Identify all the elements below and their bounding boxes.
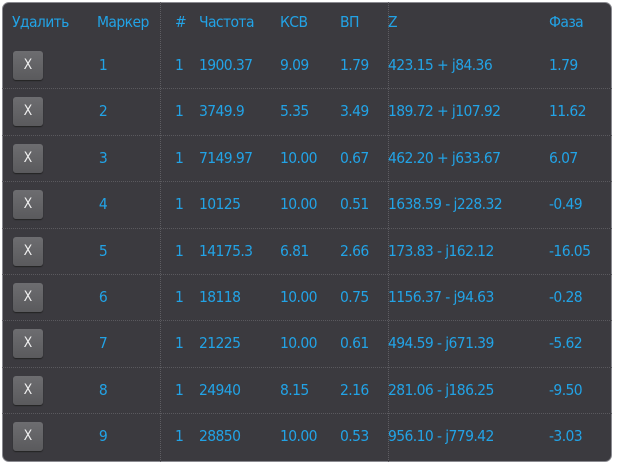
trace-number: 1: [175, 241, 184, 260]
impedance-value: 173.83 - j162.12: [388, 241, 494, 260]
swr-value: 10.00: [280, 288, 318, 306]
delete-marker-button[interactable]: X: [13, 143, 43, 173]
impedance-value: 189.72 + j107.92: [388, 102, 501, 121]
trace-number: 1: [175, 56, 184, 74]
marker-number: 7: [98, 334, 108, 353]
marker-table-panel: [2, 2, 612, 462]
header-return-loss: ВП: [340, 13, 359, 31]
impedance-value: 494.59 - j671.39: [388, 334, 494, 353]
row-divider: [2, 366, 612, 368]
header-swr: КСВ: [280, 13, 308, 31]
header-num: #: [175, 13, 187, 31]
phase-value: -5.62: [549, 334, 583, 353]
frequency: 14175.3: [199, 241, 253, 260]
swr-value: 8.15: [280, 380, 309, 399]
phase-value: -16.05: [549, 241, 591, 260]
swr-value: 6.81: [280, 241, 309, 260]
phase-value: -0.28: [549, 288, 583, 306]
return-loss-value: 0.75: [340, 288, 369, 306]
frequency: 24940: [199, 380, 241, 399]
return-loss-value: 2.66: [340, 241, 369, 260]
swr-value: 10.00: [280, 334, 318, 353]
header-delete: Удалить: [12, 13, 69, 31]
marker-number: 3: [98, 148, 108, 167]
delete-marker-button[interactable]: X: [13, 422, 43, 452]
swr-value: 10.00: [280, 427, 318, 446]
row-divider: [2, 320, 612, 322]
column-divider: [160, 2, 161, 462]
delete-marker-button[interactable]: X: [13, 375, 43, 405]
row-divider: [2, 227, 612, 229]
trace-number: 1: [175, 334, 184, 353]
phase-value: 6.07: [549, 148, 578, 167]
marker-number: 9: [98, 427, 108, 446]
return-loss-value: 0.67: [340, 148, 369, 167]
delete-marker-button[interactable]: X: [13, 329, 43, 359]
trace-number: 1: [175, 102, 184, 121]
trace-number: 1: [175, 288, 184, 306]
swr-value: 9.09: [280, 56, 309, 74]
frequency: 7149.97: [199, 148, 253, 167]
frequency: 1900.37: [199, 56, 253, 74]
trace-number: 1: [175, 148, 184, 167]
delete-marker-button[interactable]: X: [13, 97, 43, 127]
row-divider: [2, 181, 612, 183]
marker-number: 4: [98, 195, 108, 214]
swr-value: 5.35: [280, 102, 309, 121]
return-loss-value: 0.61: [340, 334, 369, 353]
return-loss-value: 3.49: [340, 102, 369, 121]
frequency: 28850: [199, 427, 241, 446]
delete-marker-button[interactable]: X: [13, 283, 43, 312]
return-loss-value: 0.53: [340, 427, 369, 446]
phase-value: -0.49: [549, 195, 583, 214]
row-divider: [2, 88, 612, 90]
marker-number: 2: [98, 102, 108, 121]
header-phase: Фаза: [549, 13, 584, 31]
impedance-value: 956.10 - j779.42: [388, 427, 494, 446]
marker-number: 6: [98, 288, 108, 306]
trace-number: 1: [175, 380, 184, 399]
frequency: 21225: [199, 334, 241, 353]
row-divider: [2, 413, 612, 415]
frequency: 18118: [199, 288, 241, 306]
delete-marker-button[interactable]: X: [13, 190, 43, 220]
swr-value: 10.00: [280, 195, 318, 214]
header-impedance: Z: [388, 13, 398, 31]
marker-number: 8: [98, 380, 108, 399]
row-divider: [2, 274, 612, 275]
phase-value: 11.62: [549, 102, 587, 121]
impedance-value: 423.15 + j84.36: [388, 56, 493, 74]
impedance-value: 281.06 - j186.25: [388, 380, 494, 399]
phase-value: 1.79: [549, 56, 578, 74]
marker-number: 1: [98, 56, 108, 74]
row-divider: [2, 134, 612, 136]
marker-number: 5: [98, 241, 108, 260]
return-loss-value: 2.16: [340, 380, 369, 399]
delete-marker-button[interactable]: X: [13, 236, 43, 266]
header-frequency: Частота: [199, 13, 254, 31]
swr-value: 10.00: [280, 148, 318, 167]
delete-marker-button[interactable]: X: [13, 51, 43, 80]
impedance-value: 1638.59 - j228.32: [388, 195, 503, 214]
trace-number: 1: [175, 427, 184, 446]
trace-number: 1: [175, 195, 184, 214]
column-divider: [388, 2, 389, 462]
phase-value: -9.50: [549, 380, 583, 399]
impedance-value: 1156.37 - j94.63: [388, 288, 494, 306]
frequency: 3749.9: [199, 102, 245, 121]
phase-value: -3.03: [549, 427, 583, 446]
frequency: 10125: [199, 195, 241, 214]
impedance-value: 462.20 + j633.67: [388, 148, 501, 167]
return-loss-value: 0.51: [340, 195, 369, 214]
return-loss-value: 1.79: [340, 56, 369, 74]
header-marker: Маркер: [97, 13, 149, 31]
